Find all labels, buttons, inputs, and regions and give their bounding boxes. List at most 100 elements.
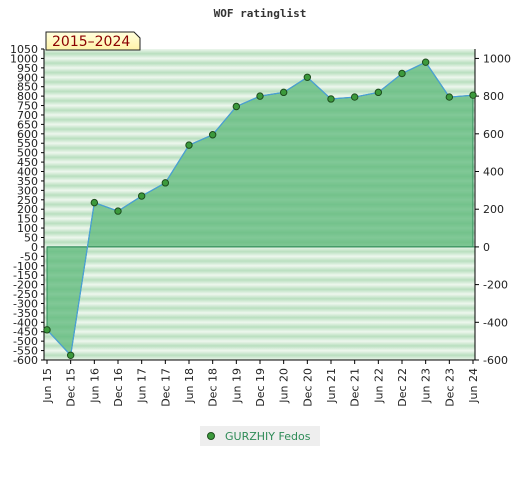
grid-band (44, 294, 475, 304)
data-point (208, 131, 217, 139)
y-right-tick-label: -200 (483, 279, 508, 292)
y-left-tick-label: 550 (17, 137, 38, 150)
x-tick-label: Jun 21 (325, 368, 338, 404)
period-badge: 2015–2024 (45, 31, 141, 51)
y-left-tick-label: -350 (13, 307, 38, 320)
x-tick-label: Dec 17 (159, 368, 172, 407)
grid-band (44, 256, 475, 266)
x-tick-label: Jun 19 (230, 368, 243, 404)
y-right-tick-label: -400 (483, 316, 508, 329)
y-left-tick-label: 100 (17, 222, 38, 235)
x-tick-label: Dec 18 (207, 368, 220, 407)
data-point (114, 207, 122, 215)
y-left-tick-label: -150 (13, 269, 38, 282)
y-left-tick-label: 1000 (10, 52, 38, 65)
data-point (256, 92, 264, 100)
y-right-tick-label: -600 (483, 354, 508, 367)
y-left-tick-label: 850 (17, 81, 38, 94)
x-tick-label: Jun 16 (88, 368, 101, 404)
x-tick-label: Jun 18 (183, 368, 196, 404)
data-point (90, 198, 99, 207)
legend-marker (207, 432, 215, 440)
y-left-tick-label: 900 (17, 71, 38, 84)
data-point (421, 58, 430, 66)
y-left-tick-label: -500 (13, 335, 38, 348)
y-right-tick-label: 600 (483, 128, 504, 141)
data-point (469, 91, 477, 99)
grid-band (44, 350, 475, 360)
y-left-tick-label: 500 (17, 147, 38, 160)
y-axis-right: -600 -400 -200 0 200 400 600 800 1000 (474, 49, 511, 367)
y-left-tick-label: 250 (17, 194, 38, 207)
data-point (232, 102, 241, 111)
grid-band (44, 331, 475, 342)
grid-band (44, 341, 475, 351)
y-left-tick-label: 1050 (10, 43, 38, 56)
x-tick-label: Jun 20 (278, 368, 291, 404)
x-tick-label: Jun 17 (136, 368, 149, 404)
period-badge-label: 2015–2024 (52, 34, 130, 50)
data-point (445, 93, 454, 101)
data-point (350, 93, 359, 101)
data-point (185, 141, 193, 149)
y-left-tick-label: -300 (13, 297, 38, 310)
y-left-tick-label: 150 (17, 213, 38, 226)
y-left-tick-label: 400 (17, 166, 38, 179)
y-left-tick-label: -200 (13, 279, 38, 292)
grid-band (44, 77, 475, 87)
grid-band (44, 67, 475, 78)
x-axis: Jun 15 Dec 15 Jun 16 Dec 16 Jun 17 Dec 17 Jun … (41, 359, 480, 407)
data-point (279, 88, 288, 97)
x-tick-label: Dec 21 (349, 368, 362, 407)
data-point (66, 351, 75, 359)
x-tick-label: Dec 20 (301, 368, 314, 407)
x-tick-label: Jun 22 (372, 368, 385, 404)
y-left-tick-label: -450 (13, 326, 38, 339)
x-tick-label: Dec 19 (254, 368, 267, 407)
x-tick-label: Jun 24 (467, 368, 480, 404)
data-point (43, 326, 51, 334)
y-right-tick-label: 400 (483, 166, 504, 179)
grid-band (44, 322, 475, 332)
y-left-tick-label: 350 (17, 175, 38, 188)
y-left-tick-label: 600 (17, 128, 38, 141)
y-left-tick-label: -250 (13, 288, 38, 301)
x-tick-label: Dec 23 (443, 368, 456, 407)
grid-band (44, 49, 475, 59)
y-left-tick-label: -550 (13, 345, 38, 358)
y-left-tick-label: 650 (17, 118, 38, 131)
data-point (374, 88, 383, 97)
grid-band (44, 275, 475, 285)
data-point (327, 95, 335, 103)
legend: GURZHIY Fedos (200, 426, 320, 446)
y-left-tick-label: -600 (13, 354, 38, 367)
data-point (303, 73, 312, 81)
grid-band (44, 312, 475, 323)
y-right-tick-label: 0 (483, 241, 490, 254)
data-point (398, 69, 406, 78)
y-left-tick-label: 950 (17, 62, 38, 75)
legend-label: GURZHIY Fedos (225, 430, 311, 443)
grid-band (44, 58, 475, 68)
y-left-tick-label: 750 (17, 100, 38, 113)
data-point (137, 192, 146, 200)
y-left-tick-label: 450 (17, 156, 38, 169)
y-left-tick-label: 700 (17, 109, 38, 122)
y-right-tick-label: 800 (483, 90, 504, 103)
grid-band (44, 284, 475, 295)
x-tick-label: Jun 15 (41, 368, 54, 404)
grid-band (44, 265, 475, 276)
y-left-tick-label: 50 (24, 231, 38, 244)
x-tick-label: Dec 22 (396, 368, 409, 407)
chart-title: WOF ratinglist (214, 7, 307, 20)
x-tick-label: Jun 23 (420, 368, 433, 404)
x-tick-label: Dec 16 (112, 368, 125, 407)
y-left-tick-label: 0 (31, 241, 38, 254)
y-left-tick-label: -400 (13, 316, 38, 329)
y-right-tick-label: 1000 (483, 52, 511, 65)
grid-band (44, 303, 475, 313)
data-point (161, 179, 170, 187)
y-left-tick-label: -100 (13, 260, 38, 273)
y-left-tick-label: 300 (17, 184, 38, 197)
